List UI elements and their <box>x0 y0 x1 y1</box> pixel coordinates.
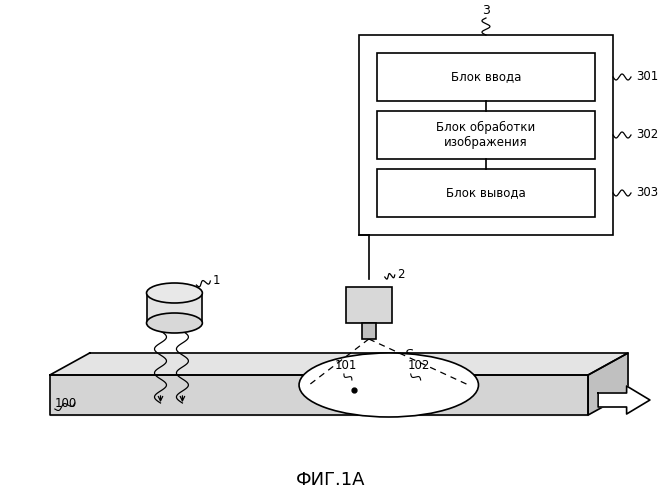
Polygon shape <box>588 353 628 415</box>
Text: ФИГ.1А: ФИГ.1А <box>296 471 366 489</box>
Text: 3: 3 <box>482 4 490 16</box>
Text: 303: 303 <box>636 186 658 200</box>
Text: 100: 100 <box>55 397 77 410</box>
Text: Блок ввода: Блок ввода <box>451 70 521 84</box>
Text: 301: 301 <box>636 70 658 84</box>
Text: 302: 302 <box>636 128 658 141</box>
Bar <box>376 53 595 101</box>
Text: 102: 102 <box>408 359 430 372</box>
Polygon shape <box>50 375 588 415</box>
Ellipse shape <box>147 283 203 303</box>
Text: 101: 101 <box>335 359 357 372</box>
Bar <box>376 169 595 217</box>
Text: Блок вывода: Блок вывода <box>446 186 526 200</box>
Bar <box>362 323 376 339</box>
Text: Блок обработки
изображения: Блок обработки изображения <box>436 121 536 149</box>
Polygon shape <box>50 353 628 375</box>
Text: 1: 1 <box>212 274 220 287</box>
Bar <box>359 35 613 235</box>
Text: 2: 2 <box>397 268 404 281</box>
Bar <box>376 111 595 159</box>
Polygon shape <box>598 386 650 414</box>
Ellipse shape <box>147 313 203 333</box>
Bar <box>346 287 392 323</box>
Text: S: S <box>404 348 413 362</box>
Bar <box>147 293 203 323</box>
Ellipse shape <box>299 353 479 417</box>
